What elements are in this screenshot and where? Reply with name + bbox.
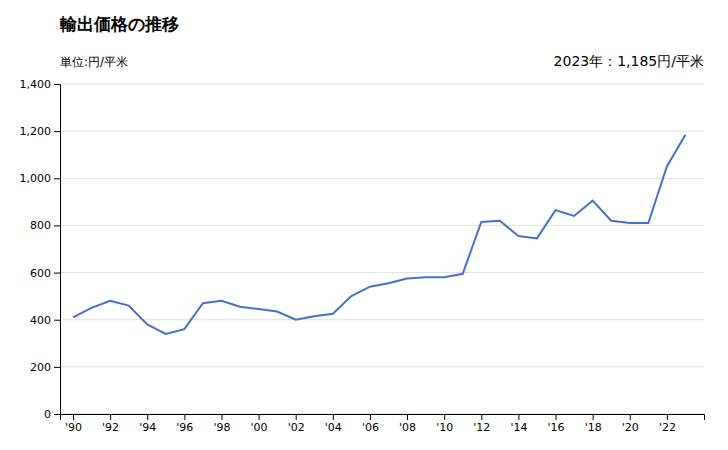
plot-area: '90 '92 '94 '96 '98 '00 '02 '04 '06 '08 '10 '12 '14 '… xyxy=(20,78,705,434)
x-tick: '16 xyxy=(548,414,565,434)
grid-line xyxy=(60,131,704,132)
y-tick-mark xyxy=(54,320,60,321)
x-tick-mark xyxy=(333,414,334,420)
y-tick-mark xyxy=(54,84,60,85)
x-tick-mark xyxy=(296,414,297,420)
x-axis-line xyxy=(61,415,705,421)
y-axis-line xyxy=(54,85,61,415)
title: 輸出価格の推移 xyxy=(59,14,179,34)
x-tick-mark xyxy=(630,414,631,420)
y-tick: 400 xyxy=(30,314,60,327)
y-tick: 200 xyxy=(30,361,60,374)
y-tick: 0 xyxy=(44,408,60,421)
grid-line xyxy=(60,272,704,273)
chart: '90 '92 '94 '96 '98 '00 '02 '04 '06 '08 '10 '12 '14 '… xyxy=(0,0,728,450)
x-tick-label: '96 xyxy=(176,421,193,434)
x-tick-mark xyxy=(73,414,74,420)
x-tick: '20 xyxy=(622,414,639,434)
x-tick-mark xyxy=(593,414,594,420)
y-axis: 0 200 400 600 800 1,000 1,200 1,400 xyxy=(20,78,61,421)
x-tick-mark xyxy=(444,414,445,420)
x-tick: '12 xyxy=(473,414,490,434)
x-tick: '94 xyxy=(139,414,156,434)
y-tick: 800 xyxy=(30,219,60,232)
y-tick-mark xyxy=(54,273,60,274)
grid xyxy=(60,84,704,414)
x-tick: '22 xyxy=(659,414,676,434)
x-tick: '04 xyxy=(325,414,342,434)
y-tick-label: 1,400 xyxy=(20,78,52,91)
grid-line xyxy=(60,225,704,226)
marks xyxy=(73,135,685,334)
y-tick-mark xyxy=(54,131,60,132)
grid-line xyxy=(60,319,704,320)
y-tick-label: 200 xyxy=(30,361,51,374)
x-tick-mark xyxy=(667,414,668,420)
y-tick-mark xyxy=(54,178,60,179)
y-tick: 1,400 xyxy=(20,78,61,91)
line xyxy=(73,135,685,334)
y-tick: 600 xyxy=(30,267,60,280)
y-tick: 1,200 xyxy=(20,125,61,138)
x-tick-label: '22 xyxy=(659,421,676,434)
y-tick-label: 0 xyxy=(44,408,51,421)
x-tick-mark xyxy=(147,414,148,420)
y-tick: 1,000 xyxy=(20,172,61,185)
x-tick: '06 xyxy=(362,414,379,434)
x-tick: '90 xyxy=(65,414,82,434)
x-tick: '98 xyxy=(213,414,230,434)
x-tick-label: '08 xyxy=(399,421,416,434)
x-tick-label: '04 xyxy=(325,421,342,434)
x-tick-label: '18 xyxy=(585,421,602,434)
x-tick-mark xyxy=(221,414,222,420)
x-tick: '00 xyxy=(251,414,268,434)
x-tick: '92 xyxy=(102,414,119,434)
y-tick-mark xyxy=(54,367,60,368)
x-tick-label: '10 xyxy=(436,421,453,434)
y-tick-label: 1,200 xyxy=(20,125,52,138)
x-tick-label: '92 xyxy=(102,421,119,434)
grid-line xyxy=(60,366,704,367)
x-tick-label: '12 xyxy=(473,421,490,434)
x-tick-label: '94 xyxy=(139,421,156,434)
x-tick-mark xyxy=(110,414,111,420)
y-tick-label: 600 xyxy=(30,267,51,280)
x-tick-label: '98 xyxy=(213,421,230,434)
x-tick-label: '00 xyxy=(251,421,268,434)
x-axis: '90 '92 '94 '96 '98 '00 '02 '04 '06 '08 '10 '12 '14 '… xyxy=(61,414,705,434)
x-tick: '18 xyxy=(585,414,602,434)
y-tick-label: 400 xyxy=(30,314,51,327)
x-tick-mark xyxy=(259,414,260,420)
x-tick-label: '20 xyxy=(622,421,639,434)
x-tick-label: '14 xyxy=(510,421,527,434)
x-tick: '08 xyxy=(399,414,416,434)
x-tick-mark xyxy=(407,414,408,420)
x-tick-label: '02 xyxy=(288,421,305,434)
x-tick-mark xyxy=(518,414,519,420)
x-tick: '10 xyxy=(436,414,453,434)
x-tick: '14 xyxy=(510,414,527,434)
y-tick-mark xyxy=(54,225,60,226)
x-tick-label: '06 xyxy=(362,421,379,434)
y-tick-label: 800 xyxy=(30,219,51,232)
x-tick-mark xyxy=(184,414,185,420)
x-tick-mark xyxy=(481,414,482,420)
x-tick: '96 xyxy=(176,414,193,434)
y-tick-label: 1,000 xyxy=(20,172,52,185)
y-tick-mark xyxy=(54,414,60,415)
x-tick-label: '16 xyxy=(548,421,565,434)
grid-line xyxy=(60,84,704,85)
x-tick-mark xyxy=(370,414,371,420)
annotation: 2023年：1,185円/平米 xyxy=(554,53,704,69)
grid-line xyxy=(60,178,704,179)
x-tick-label: '90 xyxy=(65,421,82,434)
unit-label: 単位:円/平米 xyxy=(60,55,128,69)
x-tick: '02 xyxy=(288,414,305,434)
x-tick-mark xyxy=(556,414,557,420)
